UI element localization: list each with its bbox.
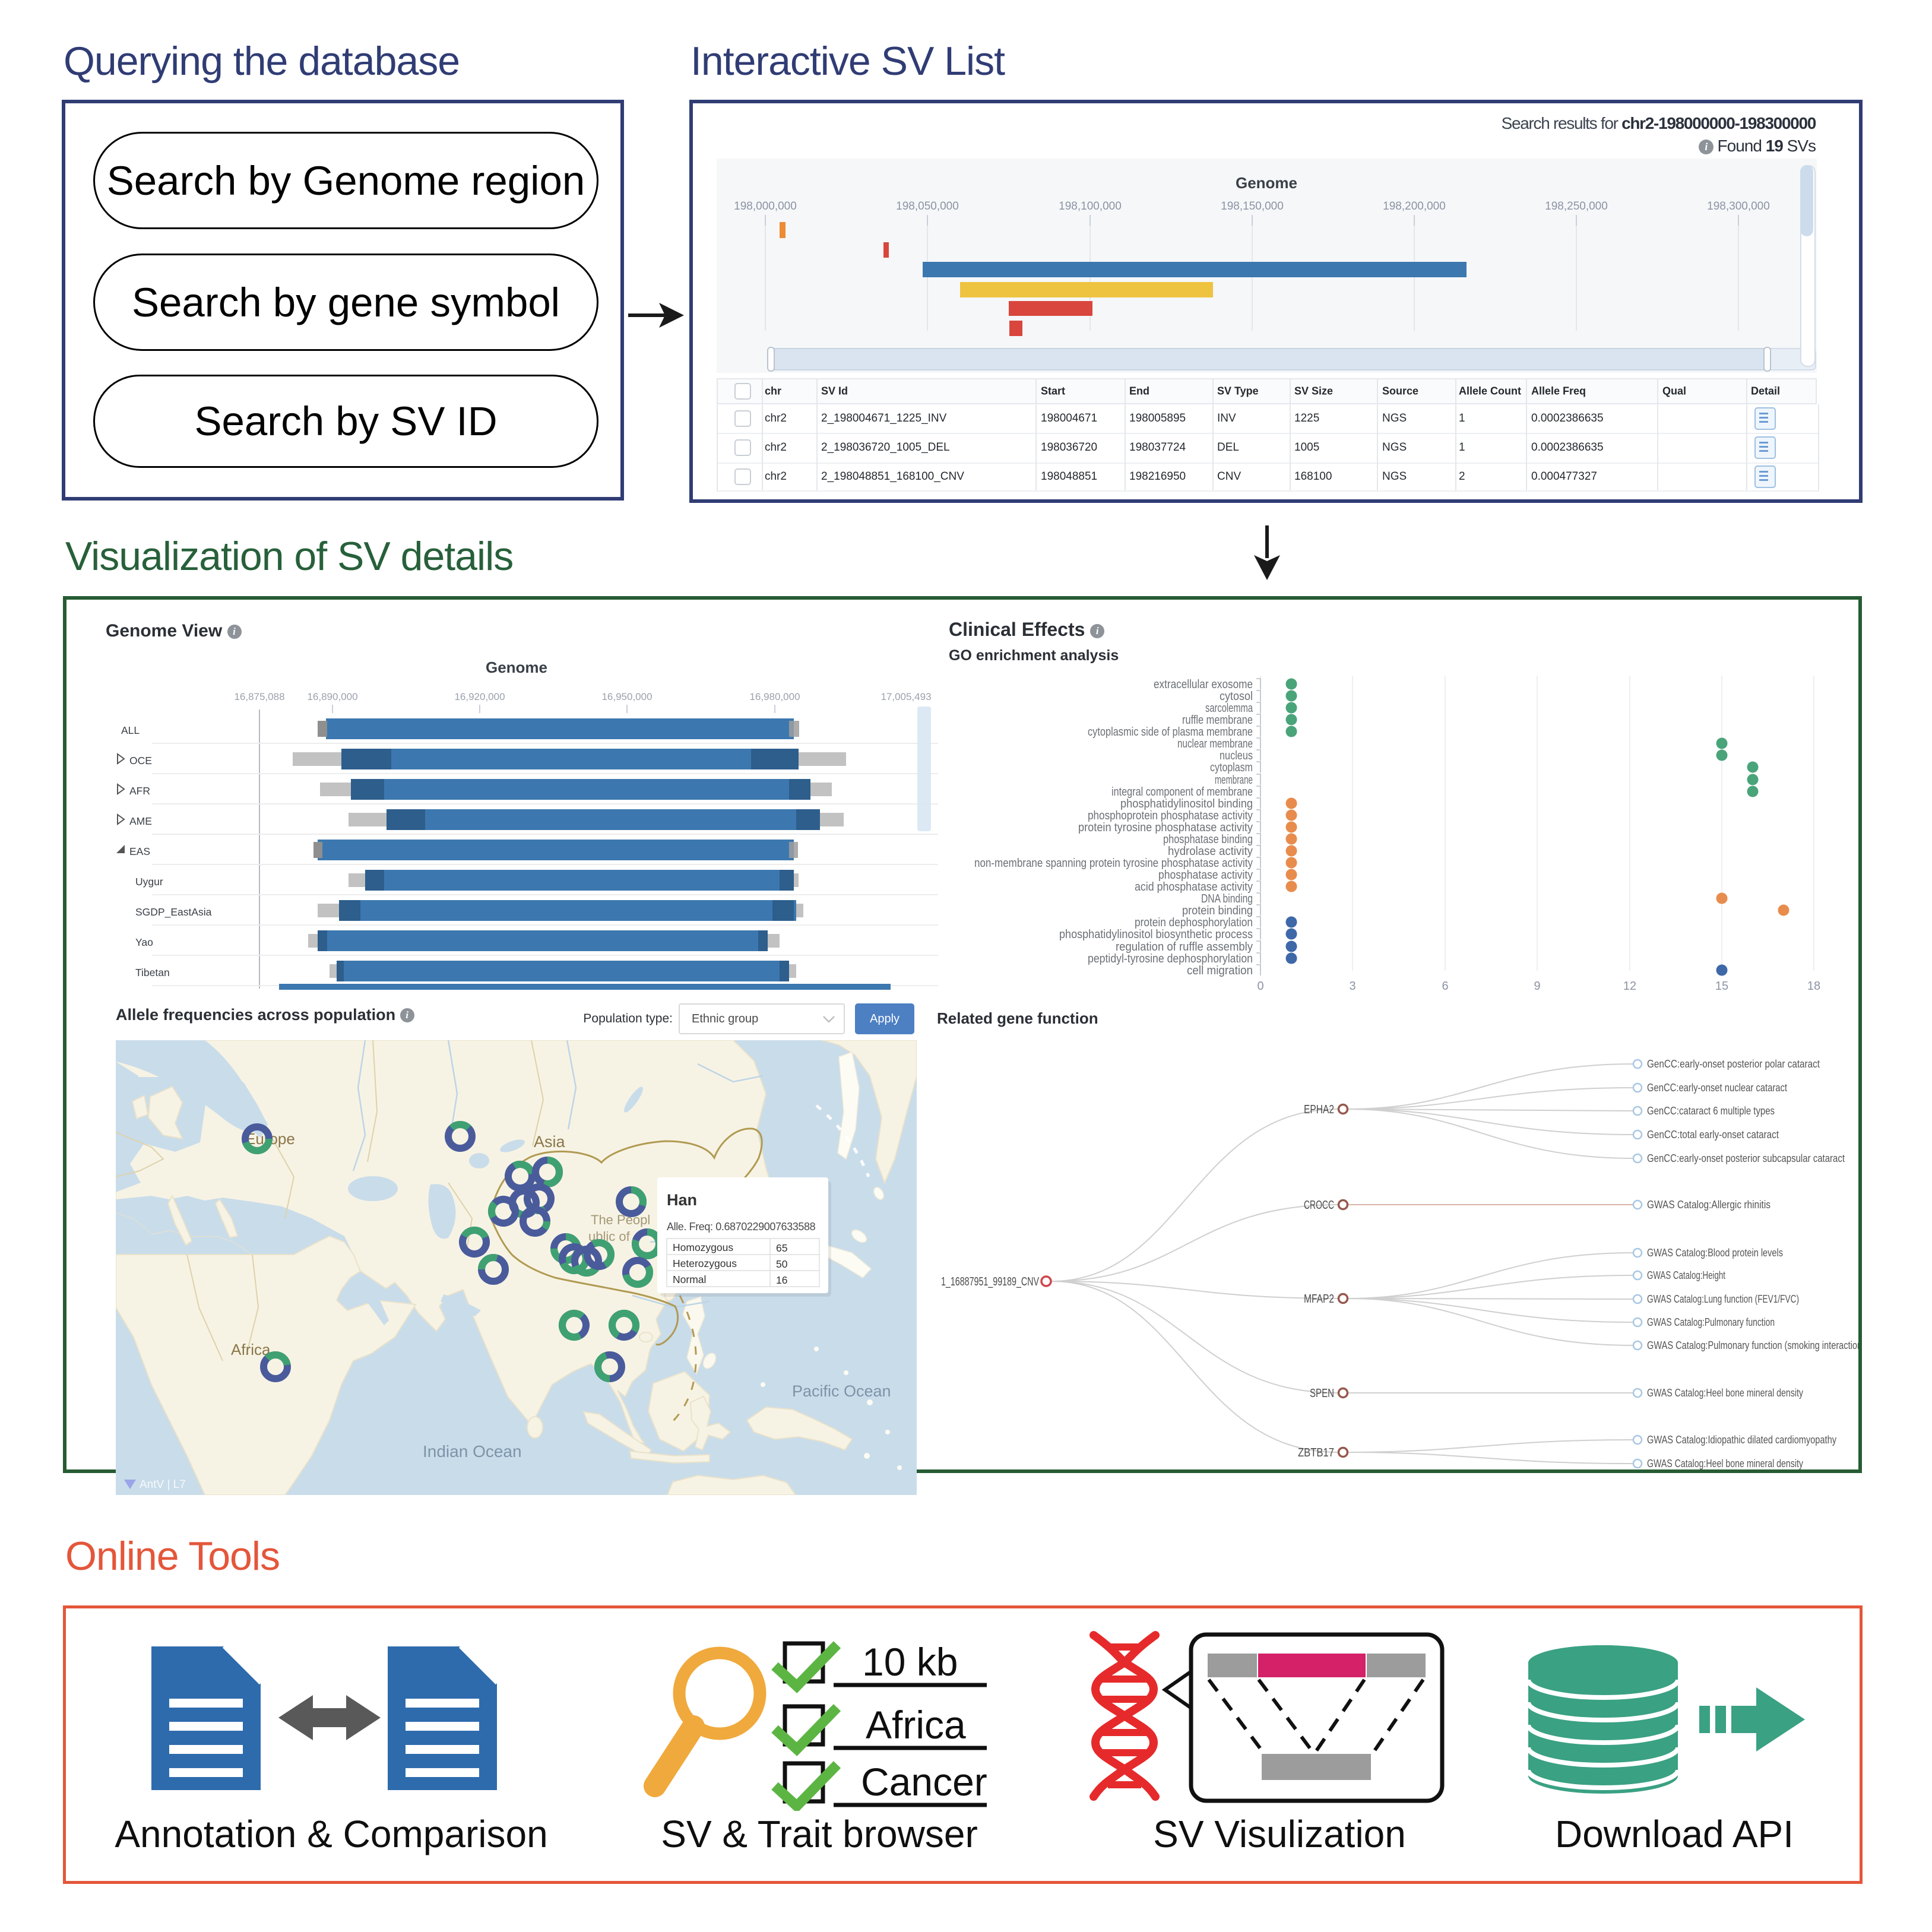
svg-text:acid phosphatase activity: acid phosphatase activity xyxy=(1135,881,1253,894)
svg-text:EAS: EAS xyxy=(129,845,150,857)
svg-text:Asia: Asia xyxy=(534,1133,566,1151)
svg-text:protein binding: protein binding xyxy=(1182,904,1253,917)
svg-text:Tibetan: Tibetan xyxy=(135,967,170,978)
svg-text:phosphatase binding: phosphatase binding xyxy=(1163,833,1253,846)
svg-text:protein dephosphorylation: protein dephosphorylation xyxy=(1135,916,1253,929)
svg-text:AntV | L7: AntV | L7 xyxy=(140,1478,186,1491)
svg-text:16,920,000: 16,920,000 xyxy=(454,691,505,702)
svg-text:protein tyrosine phosphatase a: protein tyrosine phosphatase activity xyxy=(1078,821,1253,834)
svg-text:65: 65 xyxy=(776,1242,787,1254)
svg-text:Uygur: Uygur xyxy=(135,876,163,888)
svg-text:17,005,493: 17,005,493 xyxy=(881,691,931,702)
svg-text:GWAS Catalog:Blood protein lev: GWAS Catalog:Blood protein levels xyxy=(1647,1247,1783,1259)
svg-text:DNA binding: DNA binding xyxy=(1201,892,1253,905)
svg-text:sarcolemma: sarcolemma xyxy=(1205,702,1253,715)
svg-text:ALL: ALL xyxy=(121,724,140,736)
svg-text:The Peopl: The Peopl xyxy=(591,1212,650,1227)
svg-text:16,875,088: 16,875,088 xyxy=(234,691,284,702)
svg-text:12: 12 xyxy=(1623,980,1636,993)
svg-text:GenCC:cataract 6 multiple type: GenCC:cataract 6 multiple types xyxy=(1647,1105,1775,1117)
svg-text:phosphatase activity: phosphatase activity xyxy=(1158,869,1253,882)
svg-text:Yao: Yao xyxy=(135,936,153,948)
svg-text:GenCC:early-onset posterior po: GenCC:early-onset posterior polar catara… xyxy=(1647,1058,1820,1070)
svg-text:regulation of ruffle assembly: regulation of ruffle assembly xyxy=(1116,940,1253,954)
svg-text:198,300,000: 198,300,000 xyxy=(1707,200,1770,213)
svg-text:cytosol: cytosol xyxy=(1220,690,1253,703)
svg-text:integral component of membrane: integral component of membrane xyxy=(1111,786,1253,799)
svg-text:SPEN: SPEN xyxy=(1310,1387,1334,1400)
svg-text:Indian Ocean: Indian Ocean xyxy=(423,1442,522,1461)
svg-text:ruffle membrane: ruffle membrane xyxy=(1182,714,1253,727)
svg-text:0: 0 xyxy=(1257,980,1263,993)
svg-text:GenCC:early-onset posterior su: GenCC:early-onset posterior subcapsular … xyxy=(1647,1152,1845,1164)
svg-text:cytoplasm: cytoplasm xyxy=(1210,761,1253,774)
svg-text:extracellular exosome: extracellular exosome xyxy=(1154,678,1253,691)
svg-text:9: 9 xyxy=(1534,980,1540,993)
svg-text:16,980,000: 16,980,000 xyxy=(749,691,800,702)
svg-text:GWAS Catalog:Pulmonary functio: GWAS Catalog:Pulmonary function xyxy=(1647,1316,1775,1328)
svg-text:6: 6 xyxy=(1442,980,1448,993)
svg-text:phosphatidylinositol binding: phosphatidylinositol binding xyxy=(1120,797,1253,810)
svg-text:Alle. Freq: 0.6870229007633588: Alle. Freq: 0.6870229007633588 xyxy=(667,1221,816,1233)
svg-text:CROCC: CROCC xyxy=(1304,1199,1334,1212)
svg-text:16: 16 xyxy=(776,1274,787,1286)
svg-text:Heterozygous: Heterozygous xyxy=(673,1258,737,1269)
svg-text:Cancer: Cancer xyxy=(861,1760,987,1804)
svg-text:phosphatidylinositol biosynthe: phosphatidylinositol biosynthetic proces… xyxy=(1059,928,1253,941)
svg-text:Africa: Africa xyxy=(866,1703,966,1747)
svg-text:Genome: Genome xyxy=(486,658,547,676)
svg-text:3: 3 xyxy=(1349,980,1355,993)
svg-text:198,050,000: 198,050,000 xyxy=(896,200,959,213)
svg-text:50: 50 xyxy=(776,1258,788,1270)
svg-text:15: 15 xyxy=(1715,980,1728,993)
svg-text:16,950,000: 16,950,000 xyxy=(601,691,652,702)
svg-text:198,250,000: 198,250,000 xyxy=(1545,200,1608,213)
svg-text:1_16887951_99189_CNV: 1_16887951_99189_CNV xyxy=(941,1275,1039,1288)
svg-text:Africa: Africa xyxy=(231,1341,271,1358)
svg-text:GWAS Catalog:Idiopathic dilate: GWAS Catalog:Idiopathic dilated cardiomy… xyxy=(1647,1434,1836,1446)
svg-text:198,000,000: 198,000,000 xyxy=(734,200,797,213)
svg-text:Normal: Normal xyxy=(673,1274,706,1285)
svg-text:18: 18 xyxy=(1807,980,1820,993)
svg-text:GWAS Catalog:Pulmonary functio: GWAS Catalog:Pulmonary function (smoking… xyxy=(1647,1339,1858,1351)
svg-text:phosphoprotein phosphatase act: phosphoprotein phosphatase activity xyxy=(1088,809,1253,822)
svg-text:GWAS Catalog:Allergic rhinitis: GWAS Catalog:Allergic rhinitis xyxy=(1647,1199,1771,1211)
svg-text:198,150,000: 198,150,000 xyxy=(1221,200,1284,213)
svg-text:SGDP_EastAsia: SGDP_EastAsia xyxy=(135,906,212,919)
svg-text:198,200,000: 198,200,000 xyxy=(1383,200,1446,213)
svg-text:198,100,000: 198,100,000 xyxy=(1059,200,1122,213)
svg-text:non-membrane spanning protein: non-membrane spanning protein tyrosine p… xyxy=(974,857,1253,870)
svg-text:AFR: AFR xyxy=(129,785,150,797)
svg-text:GWAS Catalog:Lung function (FE: GWAS Catalog:Lung function (FEV1/FVC) xyxy=(1647,1293,1799,1305)
svg-text:OCE: OCE xyxy=(129,755,152,767)
svg-text:Pacific Ocean: Pacific Ocean xyxy=(792,1382,891,1400)
svg-text:hydrolase activity: hydrolase activity xyxy=(1168,845,1253,858)
svg-text:nucleus: nucleus xyxy=(1220,749,1253,762)
svg-text:10 kb: 10 kb xyxy=(862,1640,958,1684)
svg-text:cytoplasmic side of plasma mem: cytoplasmic side of plasma membrane xyxy=(1088,726,1253,739)
svg-text:EPHA2: EPHA2 xyxy=(1304,1103,1334,1116)
svg-text:nuclear membrane: nuclear membrane xyxy=(1177,737,1253,750)
svg-text:cell migration: cell migration xyxy=(1187,964,1253,977)
svg-text:16,890,000: 16,890,000 xyxy=(307,691,357,702)
svg-text:MFAP2: MFAP2 xyxy=(1304,1293,1334,1306)
svg-text:Han: Han xyxy=(667,1191,697,1209)
svg-text:GWAS Catalog:Heel bone mineral: GWAS Catalog:Heel bone mineral density xyxy=(1647,1387,1803,1399)
svg-text:GWAS Catalog:Height: GWAS Catalog:Height xyxy=(1647,1269,1725,1281)
svg-text:AME: AME xyxy=(129,815,152,827)
svg-text:GenCC:total early-onset catara: GenCC:total early-onset cataract xyxy=(1647,1129,1779,1141)
svg-text:membrane: membrane xyxy=(1215,774,1253,787)
svg-text:peptidyl-tyrosine dephosphoryl: peptidyl-tyrosine dephosphorylation xyxy=(1088,952,1253,965)
svg-text:Homozygous: Homozygous xyxy=(673,1241,733,1253)
svg-text:GWAS Catalog:Heel bone mineral: GWAS Catalog:Heel bone mineral density xyxy=(1647,1458,1803,1469)
svg-text:GenCC:early-onset nuclear cata: GenCC:early-onset nuclear cataract xyxy=(1647,1082,1787,1094)
svg-text:ZBTB17: ZBTB17 xyxy=(1298,1446,1334,1459)
